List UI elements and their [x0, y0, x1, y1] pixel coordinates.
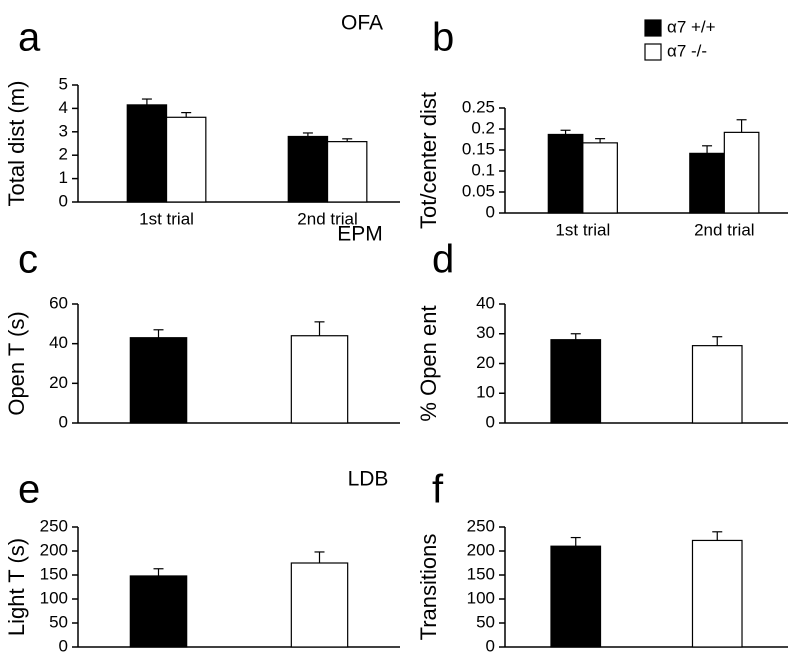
panel-label: b	[432, 16, 454, 60]
panel-label: e	[18, 468, 40, 512]
y-tick-label: 20	[476, 353, 495, 372]
y-tick-label: 60	[49, 293, 68, 312]
y-tick-label: 150	[40, 564, 68, 583]
y-tick-label: 0.15	[462, 139, 495, 158]
y-tick-label: 150	[467, 564, 495, 583]
bar	[582, 142, 618, 214]
y-tick-label: 50	[49, 612, 68, 631]
bar	[290, 335, 349, 424]
x-tick-label: 2nd trial	[694, 220, 754, 239]
y-tick-label: 0.05	[462, 181, 495, 200]
y-tick-label: 0	[486, 202, 495, 221]
bar	[691, 345, 743, 424]
panel-title: EPM	[337, 223, 383, 246]
y-tick-label: 200	[467, 540, 495, 559]
bar	[165, 116, 207, 203]
legend-swatch	[644, 43, 662, 61]
bar	[723, 131, 760, 214]
y-tick-label: 250	[467, 516, 495, 535]
legend-swatch	[644, 19, 662, 37]
x-tick-label: 1st trial	[555, 220, 610, 239]
bar	[550, 545, 602, 648]
y-tick-label: 100	[467, 588, 495, 607]
y-tick-label: 10	[476, 383, 495, 402]
y-tick-label: 0.25	[462, 97, 495, 116]
y-tick-label: 20	[49, 373, 68, 392]
panel-label: a	[18, 16, 41, 60]
y-tick-label: 50	[476, 612, 495, 631]
bar	[689, 152, 725, 214]
y-axis-label: Open T (s)	[4, 311, 29, 415]
y-tick-label: 1	[59, 168, 68, 187]
y-tick-label: 0	[59, 412, 68, 431]
y-tick-label: 0.2	[471, 118, 495, 137]
y-axis-label: Total dist (m)	[4, 81, 29, 207]
y-tick-label: 3	[59, 121, 68, 140]
bar	[129, 337, 188, 424]
y-tick-label: 4	[59, 98, 68, 117]
panel-title: OFA	[341, 12, 383, 35]
x-tick-label: 2nd trial	[297, 209, 357, 228]
bar	[550, 339, 602, 424]
y-tick-label: 0	[486, 412, 495, 431]
bar	[287, 135, 329, 203]
bar	[129, 575, 188, 648]
y-tick-label: 5	[59, 74, 68, 93]
y-tick-label: 40	[49, 333, 68, 352]
panel-label: f	[432, 468, 444, 512]
y-axis-label: Transitions	[416, 534, 441, 641]
bar	[290, 562, 349, 648]
y-tick-label: 2	[59, 145, 68, 164]
y-tick-label: 30	[476, 323, 495, 342]
bar	[691, 539, 743, 648]
y-tick-label: 250	[40, 516, 68, 535]
bar	[326, 141, 368, 203]
y-tick-label: 0	[59, 636, 68, 655]
panel-label: d	[432, 238, 454, 282]
bar	[547, 133, 584, 214]
legend-label: α7 +/+	[667, 17, 716, 36]
y-axis-label: % Open ent	[416, 305, 441, 421]
bar	[126, 104, 168, 203]
y-tick-label: 40	[476, 293, 495, 312]
y-tick-label: 100	[40, 588, 68, 607]
panel-label: c	[18, 238, 38, 282]
x-tick-label: 1st trial	[139, 209, 194, 228]
y-axis-label: Light T (s)	[4, 538, 29, 636]
panel-title: LDB	[348, 468, 389, 491]
legend-label: α7 -/-	[667, 41, 707, 60]
y-tick-label: 200	[40, 540, 68, 559]
y-tick-label: 0.1	[471, 160, 495, 179]
y-axis-label: Tot/center dist	[416, 92, 441, 229]
y-tick-label: 0	[59, 191, 68, 210]
y-tick-label: 0	[486, 636, 495, 655]
